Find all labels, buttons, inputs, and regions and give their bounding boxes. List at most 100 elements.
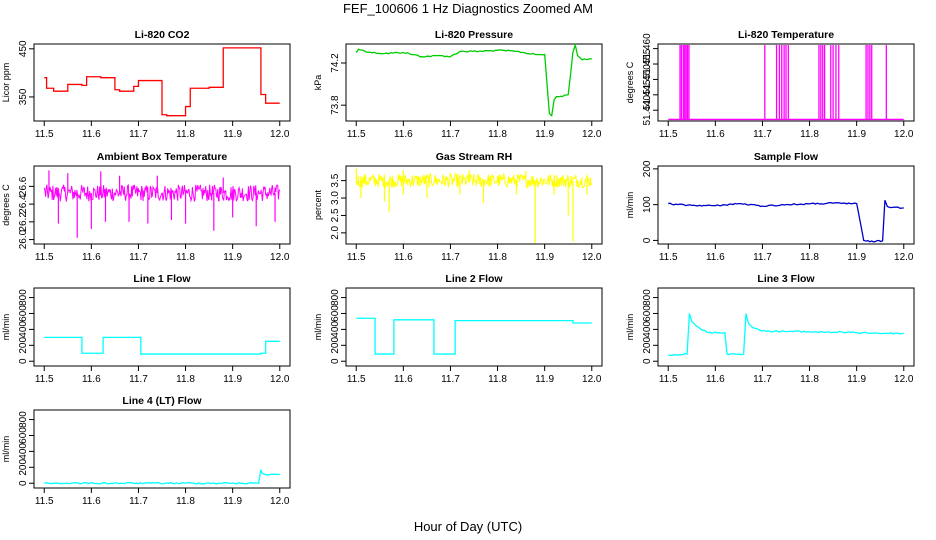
y-tick-label: 26.2: [18, 212, 29, 232]
y-tick-label: 600: [18, 305, 29, 322]
x-tick-label: 11.6: [706, 374, 725, 385]
x-tick-label: 11.9: [535, 252, 554, 263]
y-tick-label: 51.455: [642, 48, 653, 79]
x-tick-label: 12.0: [270, 252, 290, 263]
y-tick-label: 200: [330, 337, 341, 354]
x-tick-label: 11.6: [706, 252, 725, 263]
y-tick-label: 0: [18, 358, 29, 364]
y-tick-label: 0: [18, 480, 29, 486]
panel-title: Line 3 Flow: [757, 273, 815, 285]
y-axis-label: degrees C: [1, 184, 11, 226]
y-tick-label: 400: [330, 321, 341, 338]
panel-title: Li-820 Temperature: [738, 29, 834, 41]
y-tick-label: 2.0: [330, 225, 341, 239]
panel-title: Line 2 Flow: [445, 273, 503, 285]
panel-li-820-temperature: Li-820 Temperature 11.5 11.6 11.7 11.8 11.9 12…: [625, 29, 915, 140]
y-tick-label: 100: [642, 196, 653, 213]
x-tick-label: 11.5: [35, 129, 54, 140]
panel-title: Gas Stream RH: [436, 151, 512, 163]
x-tick-label: 11.8: [488, 374, 507, 385]
x-tick-label: 11.8: [176, 252, 195, 263]
x-tick-label: 11.5: [35, 496, 54, 507]
y-axis-label: ml/min: [1, 436, 11, 463]
data-series-line: [44, 336, 280, 355]
x-tick-label: 11.6: [82, 374, 101, 385]
x-tick-label: 12.0: [582, 252, 602, 263]
y-tick-label: 0: [642, 237, 653, 243]
x-tick-label: 12.0: [270, 496, 290, 507]
y-tick-label: 350: [18, 88, 29, 105]
x-tick-label: 11.5: [347, 129, 366, 140]
plot-frame: [33, 43, 291, 122]
panel-ambient-box-temperature: Ambient Box Temperature 11.5 11.6 11.7 11.8 1…: [1, 151, 291, 263]
x-tick-label: 11.6: [394, 252, 413, 263]
panel-title: Line 4 (LT) Flow: [122, 395, 202, 407]
x-tick-label: 11.9: [847, 129, 866, 140]
y-tick-label: 200: [642, 337, 653, 354]
panel-line-3-flow: Line 3 Flow 11.5 11.6 11.7 11.8 11.9 12.0 0 2004…: [625, 273, 915, 385]
y-tick-label: 26.0: [18, 229, 29, 249]
data-series-line: [668, 200, 904, 243]
y-tick-label: 800: [642, 289, 653, 306]
x-tick-label: 11.5: [347, 374, 366, 385]
y-tick-label: 450: [18, 40, 29, 57]
x-tick-label: 11.5: [659, 374, 678, 385]
x-tick-label: 11.6: [706, 129, 725, 140]
x-tick-label: 11.8: [176, 129, 195, 140]
data-series-line: [668, 313, 904, 357]
x-tick-label: 11.7: [441, 252, 460, 263]
figure-title: FEF_100606 1 Hz Diagnostics Zoomed AM: [343, 1, 593, 16]
x-tick-label: 11.7: [753, 252, 772, 263]
y-tick-label: 200: [642, 160, 653, 177]
y-tick-label: 600: [18, 427, 29, 444]
x-tick-label: 11.5: [659, 252, 678, 263]
y-axis-label: Licor ppm: [1, 63, 11, 103]
x-tick-label: 11.9: [847, 374, 866, 385]
x-tick-label: 11.6: [82, 496, 101, 507]
chart-panels: Li-820 CO2 11.5 11.6 11.7 11.8 11.9 12.0 350 450…: [1, 29, 915, 507]
plot-frame: [33, 409, 291, 489]
y-tick-label: 51.440: [642, 94, 653, 125]
data-series-line: [355, 42, 592, 118]
x-tick-label: 12.0: [894, 374, 914, 385]
x-tick-label: 11.8: [176, 374, 195, 385]
plot-frame: [33, 287, 291, 367]
data-series-line: [356, 317, 592, 355]
y-tick-label: 26.4: [18, 194, 29, 214]
panel-title: Li-820 CO2: [135, 29, 190, 41]
y-tick-label: 26.6: [18, 176, 29, 196]
x-tick-label: 11.8: [800, 374, 819, 385]
plot-frame: [345, 287, 603, 367]
x-tick-label: 12.0: [894, 252, 914, 263]
panel-title: Li-820 Pressure: [435, 29, 513, 41]
plot-frame: [657, 43, 915, 122]
x-tick-label: 12.0: [582, 374, 602, 385]
y-tick-label: 3.0: [330, 191, 341, 205]
x-tick-label: 11.8: [488, 129, 507, 140]
x-tick-label: 11.9: [223, 496, 242, 507]
x-tick-label: 11.7: [129, 374, 148, 385]
plot-frame: [33, 165, 291, 245]
x-tick-label: 11.9: [847, 252, 866, 263]
x-tick-label: 11.8: [800, 129, 819, 140]
y-tick-label: 800: [18, 411, 29, 428]
y-tick-label: 400: [642, 321, 653, 338]
panel-title: Line 1 Flow: [133, 273, 191, 285]
panel-line-1-flow: Line 1 Flow 11.5 11.6 11.7 11.8 11.9 12.0 0 2004…: [1, 273, 291, 385]
figure-xlabel: Hour of Day (UTC): [414, 519, 522, 534]
x-tick-label: 11.9: [223, 252, 242, 263]
panel-line-4-lt-flow: Line 4 (LT) Flow 11.5 11.6 11.7 11.8 11.9 12.0…: [1, 395, 291, 507]
x-tick-label: 12.0: [582, 129, 602, 140]
panel-li-820-co2: Li-820 CO2 11.5 11.6 11.7 11.8 11.9 12.0 350 450…: [1, 29, 291, 140]
y-axis-label: kPa: [313, 75, 323, 91]
panel-gas-stream-rh: Gas Stream RH 11.5 11.6 11.7 11.8 11.9 12.0 2.0…: [313, 151, 603, 263]
x-tick-label: 12.0: [270, 129, 290, 140]
x-tick-label: 11.7: [753, 374, 772, 385]
plot-frame: [345, 165, 603, 245]
x-tick-label: 11.8: [488, 252, 507, 263]
y-tick-label: 74.2: [330, 53, 341, 73]
data-noise-band: [43, 183, 281, 203]
data-series-line: [44, 469, 280, 485]
x-tick-label: 11.7: [129, 496, 148, 507]
